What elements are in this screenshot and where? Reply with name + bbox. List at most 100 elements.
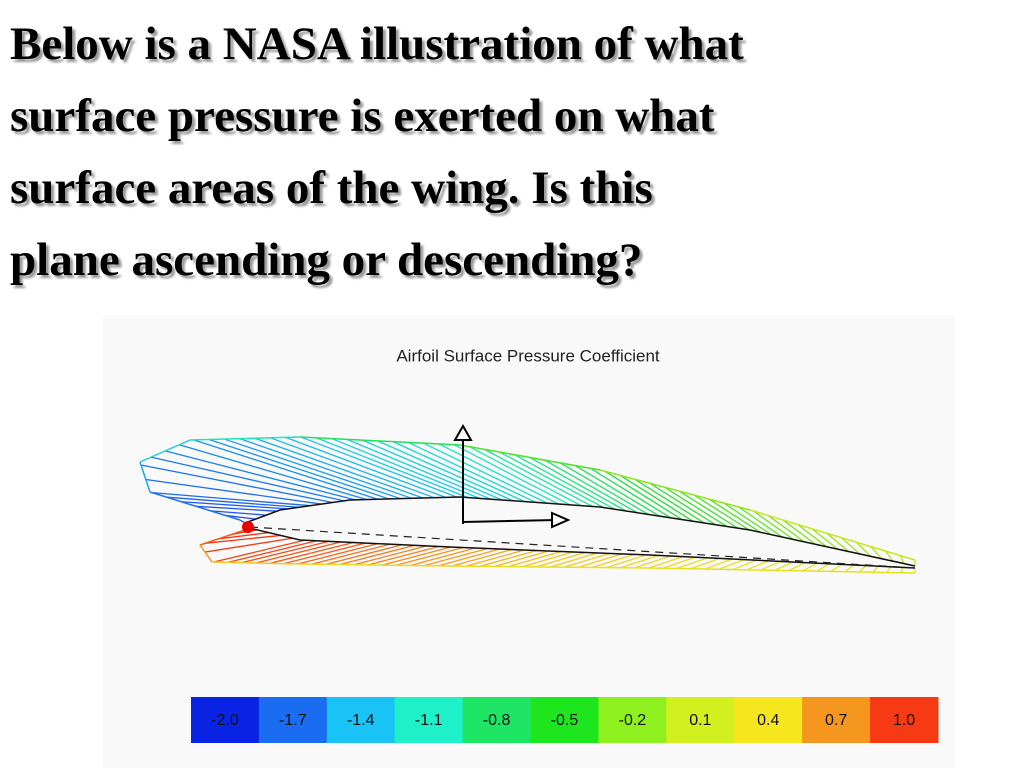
pressure-line bbox=[738, 506, 783, 538]
pressure-line bbox=[529, 456, 627, 512]
pressure-line bbox=[544, 459, 638, 514]
pressure-envelope bbox=[199, 529, 246, 546]
legend-swatch bbox=[734, 697, 803, 743]
pressure-line bbox=[438, 548, 501, 567]
pressure-envelope bbox=[149, 491, 241, 521]
pressure-line bbox=[690, 557, 720, 570]
pressure-line bbox=[438, 443, 559, 505]
pressure-line bbox=[241, 540, 330, 564]
pressure-line bbox=[802, 562, 818, 572]
pressure-envelope bbox=[749, 509, 916, 561]
legend-swatch bbox=[666, 697, 735, 743]
heading-line: plane ascending or descending? bbox=[10, 234, 643, 286]
legend-swatch bbox=[191, 697, 260, 743]
pressure-line bbox=[423, 442, 548, 504]
pressure-line bbox=[746, 560, 769, 571]
legend-swatch bbox=[394, 697, 464, 743]
legend-label: -1.1 bbox=[415, 712, 443, 729]
pressure-line bbox=[213, 539, 305, 563]
pressure-line bbox=[224, 438, 401, 500]
pressure-line bbox=[782, 519, 816, 545]
pressure-line bbox=[606, 554, 647, 569]
pressure-line bbox=[255, 541, 342, 564]
pressure-line bbox=[604, 470, 683, 521]
pressure-line bbox=[407, 441, 537, 504]
pressure-line bbox=[227, 540, 317, 563]
pressure-line bbox=[767, 514, 805, 543]
pressure-line bbox=[578, 553, 623, 568]
legend-swatch bbox=[802, 697, 871, 743]
pressure-line bbox=[634, 478, 705, 524]
pressure-line bbox=[830, 563, 843, 572]
pressure-line bbox=[620, 554, 659, 569]
heading-line: Below is a NASA illustration of what bbox=[10, 18, 744, 70]
heading-line: surface pressure is exerted on what bbox=[10, 90, 715, 142]
pressure-line bbox=[704, 558, 733, 570]
pressure-line bbox=[297, 543, 378, 565]
pressure-line bbox=[886, 566, 892, 573]
pressure-line bbox=[392, 441, 525, 503]
pressure-line bbox=[316, 437, 469, 499]
pressure-line bbox=[592, 553, 635, 569]
pressure-line bbox=[165, 450, 356, 501]
pressure-line bbox=[858, 565, 867, 573]
pressure-line bbox=[870, 546, 883, 560]
pressure-line bbox=[453, 444, 571, 506]
pressure-line bbox=[270, 437, 435, 499]
pressure-line bbox=[514, 454, 616, 510]
airfoil-upper bbox=[244, 496, 916, 567]
pressure-line bbox=[494, 550, 549, 568]
pressure-line bbox=[395, 546, 464, 566]
pressure-line bbox=[484, 448, 593, 508]
pressure-line bbox=[331, 437, 480, 499]
stagnation-point bbox=[242, 521, 254, 533]
pressure-envelope bbox=[459, 444, 601, 471]
pressure-envelope bbox=[211, 561, 301, 565]
legend-label: 0.7 bbox=[825, 712, 847, 729]
pressure-line bbox=[899, 555, 905, 564]
pressure-line bbox=[339, 544, 415, 566]
heading-line: surface areas of the wing. Is this bbox=[10, 162, 653, 214]
pressure-line bbox=[469, 446, 582, 507]
pressure-line bbox=[239, 438, 412, 499]
pressure-line bbox=[311, 543, 391, 565]
legend-swatch bbox=[326, 697, 396, 743]
pressure-line bbox=[367, 545, 440, 566]
pressure-envelope bbox=[199, 544, 213, 563]
pressure-line bbox=[788, 562, 806, 572]
pressure-line bbox=[841, 537, 861, 555]
heading: Below is a NASA illustration of what surf… bbox=[10, 8, 744, 296]
legend-swatch bbox=[258, 697, 328, 743]
legend-swatch bbox=[870, 697, 939, 743]
pressure-line bbox=[283, 542, 366, 565]
pressure-line bbox=[362, 439, 503, 501]
pressure-line bbox=[181, 501, 288, 510]
pressure-line bbox=[811, 528, 839, 550]
legend-label: -0.5 bbox=[551, 712, 579, 729]
pressure-envelope bbox=[449, 565, 651, 569]
pressure-line bbox=[589, 467, 672, 519]
pressure-line bbox=[208, 438, 390, 500]
pressure-line bbox=[218, 531, 269, 540]
legend-label: 0.4 bbox=[757, 712, 779, 729]
pressure-line bbox=[664, 486, 728, 527]
pressure-line bbox=[708, 498, 761, 533]
pressure-line bbox=[152, 492, 311, 507]
pressure-line bbox=[140, 464, 333, 504]
pressure-line bbox=[718, 559, 745, 570]
pressure-envelope bbox=[299, 563, 451, 567]
pressure-line bbox=[499, 451, 604, 509]
pressure-line bbox=[269, 541, 354, 564]
pressure-line bbox=[872, 565, 879, 573]
pressure-line bbox=[536, 551, 586, 568]
legend-label: -0.2 bbox=[619, 712, 647, 729]
pressure-line bbox=[151, 456, 345, 502]
legend-label: -1.4 bbox=[347, 712, 375, 729]
pressure-line bbox=[753, 510, 794, 540]
pressure-line bbox=[325, 544, 403, 565]
pressure-line bbox=[648, 556, 684, 569]
pressure-line bbox=[797, 523, 827, 548]
pressure-line bbox=[381, 546, 452, 566]
pressure-line bbox=[855, 541, 872, 557]
